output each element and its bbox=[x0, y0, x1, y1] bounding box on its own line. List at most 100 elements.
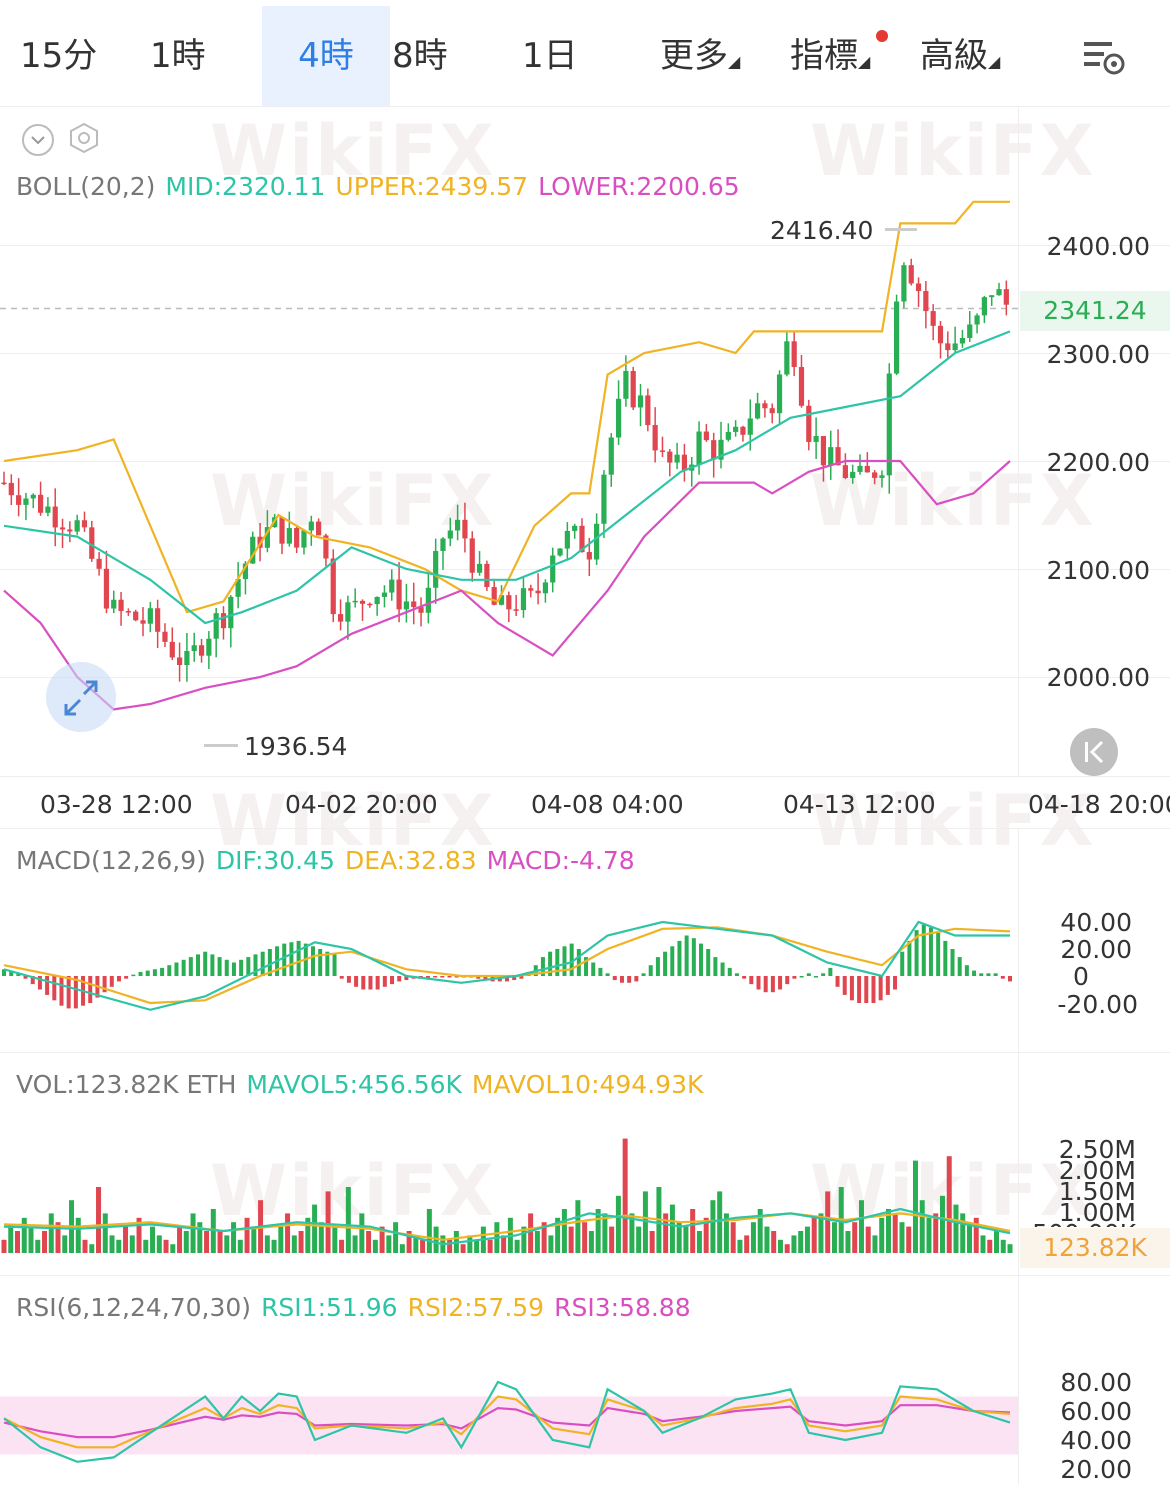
volume-bar bbox=[804, 1226, 810, 1253]
volume-bar bbox=[231, 1222, 237, 1253]
macd-bar bbox=[864, 976, 869, 1003]
macd-bar bbox=[627, 976, 632, 983]
volume-bar bbox=[811, 1217, 817, 1253]
macd-bar bbox=[9, 970, 14, 976]
volume-bar bbox=[791, 1235, 797, 1253]
candle-body bbox=[74, 520, 80, 532]
macd-bar bbox=[339, 976, 344, 979]
y-tick-label: 2100.00 bbox=[1046, 556, 1150, 585]
candle-body bbox=[396, 579, 402, 610]
rsi-band bbox=[0, 1396, 1018, 1455]
volume-bar bbox=[352, 1235, 358, 1253]
axis-divider bbox=[1018, 106, 1019, 776]
macd-y-tick: 40.00 bbox=[1060, 908, 1132, 937]
macd-bar bbox=[73, 976, 78, 1009]
volume-bar bbox=[582, 1222, 588, 1253]
rsi-chart[interactable] bbox=[0, 1350, 1018, 1485]
candle-body bbox=[381, 592, 388, 597]
candle-body bbox=[908, 265, 914, 284]
volume-bar bbox=[885, 1209, 891, 1253]
high-price-marker: 2416.40 bbox=[770, 216, 874, 245]
volume-chart[interactable] bbox=[0, 1125, 1018, 1265]
macd-bar bbox=[584, 957, 589, 976]
macd-chart[interactable] bbox=[0, 900, 1018, 1050]
tab-6[interactable]: 指標◢ bbox=[790, 6, 910, 106]
panel-divider bbox=[0, 1052, 1170, 1053]
rsi-y-tick: 40.00 bbox=[1060, 1426, 1132, 1455]
candle-body bbox=[806, 405, 812, 442]
x-tick-label: 04-02 20:00 bbox=[285, 790, 438, 819]
volume-bar bbox=[993, 1231, 999, 1253]
candle-body bbox=[1, 482, 7, 485]
volume-bar bbox=[521, 1226, 527, 1253]
rsi-y-tick: 60.00 bbox=[1060, 1397, 1132, 1426]
x-tick-label: 03-28 12:00 bbox=[40, 790, 193, 819]
x-tick-label: 04-13 12:00 bbox=[783, 790, 936, 819]
volume-bar bbox=[953, 1204, 959, 1253]
macd-bar bbox=[145, 970, 150, 976]
volume-bar bbox=[89, 1244, 95, 1253]
rsi2-value: RSI2:57.59 bbox=[407, 1293, 545, 1322]
macd-bar bbox=[878, 976, 883, 1001]
candle-body bbox=[659, 450, 666, 452]
candle-body bbox=[747, 418, 753, 435]
volume-bar bbox=[528, 1213, 534, 1253]
zoom-out-arrows-icon[interactable] bbox=[46, 662, 116, 732]
tab-5[interactable]: 更多◢ bbox=[660, 6, 780, 106]
tab-7[interactable]: 高級◢ bbox=[920, 6, 1040, 106]
volume-bar bbox=[973, 1217, 979, 1253]
tab-3[interactable]: 8時 bbox=[392, 6, 512, 106]
macd-bar bbox=[318, 949, 323, 976]
macd-bar bbox=[713, 957, 718, 976]
volume-bar bbox=[609, 1226, 615, 1253]
macd-bar bbox=[785, 976, 790, 985]
candle-body bbox=[711, 440, 717, 460]
jump-latest-icon[interactable] bbox=[1070, 728, 1118, 776]
candle-body bbox=[674, 454, 680, 463]
macd-bar bbox=[555, 949, 560, 976]
boll-mid: MID:2320.11 bbox=[165, 172, 326, 201]
macd-bar bbox=[605, 973, 610, 976]
watermark: WikiFX bbox=[210, 460, 496, 542]
timeframe-tab-bar: 15分 1時 4時 8時 1日 更多◢ 指標◢ 高級◢ bbox=[0, 0, 1170, 107]
macd-bar bbox=[361, 976, 366, 990]
price-chart[interactable] bbox=[0, 106, 1018, 776]
candle-body bbox=[637, 395, 644, 408]
volume-bar bbox=[332, 1226, 338, 1253]
candle-body bbox=[879, 475, 885, 478]
volume-bar bbox=[298, 1231, 304, 1253]
macd-bar bbox=[519, 976, 524, 979]
chart-settings-icon[interactable] bbox=[1080, 38, 1128, 78]
candle-body bbox=[996, 289, 1002, 296]
candle-body bbox=[528, 588, 534, 591]
boll-lower-line bbox=[3, 459, 1011, 711]
volume-bar bbox=[102, 1213, 108, 1253]
candle-body bbox=[513, 609, 519, 611]
candle-body bbox=[542, 582, 549, 594]
candle-body bbox=[769, 408, 775, 414]
tab-label: 15分 bbox=[20, 36, 98, 76]
macd-bar bbox=[390, 976, 395, 985]
tab-4[interactable]: 1日 bbox=[522, 6, 642, 106]
macd-bar bbox=[720, 962, 725, 976]
volume-bar bbox=[35, 1239, 41, 1253]
low-marker-line bbox=[204, 744, 238, 747]
volume-bar bbox=[143, 1239, 149, 1253]
chevron-circle-icon[interactable] bbox=[22, 124, 54, 156]
volume-bar bbox=[15, 1231, 21, 1253]
candle-body bbox=[455, 519, 461, 531]
volume-bar bbox=[764, 1226, 770, 1253]
tab-1[interactable]: 1時 bbox=[150, 6, 270, 106]
tab-2[interactable]: 4時 bbox=[262, 6, 390, 106]
volume-bar bbox=[1007, 1244, 1013, 1253]
macd-y-tick: 20.00 bbox=[1060, 935, 1132, 964]
grid-line bbox=[0, 677, 1170, 678]
watermark: WikiFX bbox=[810, 110, 1096, 192]
macd-bar bbox=[670, 946, 675, 976]
tab-0[interactable]: 15分 bbox=[20, 6, 140, 106]
hexagon-settings-icon[interactable] bbox=[68, 122, 100, 154]
macd-bar bbox=[102, 976, 107, 993]
volume-bar bbox=[325, 1191, 331, 1253]
volume-bar bbox=[939, 1195, 945, 1253]
macd-bar bbox=[540, 957, 545, 976]
